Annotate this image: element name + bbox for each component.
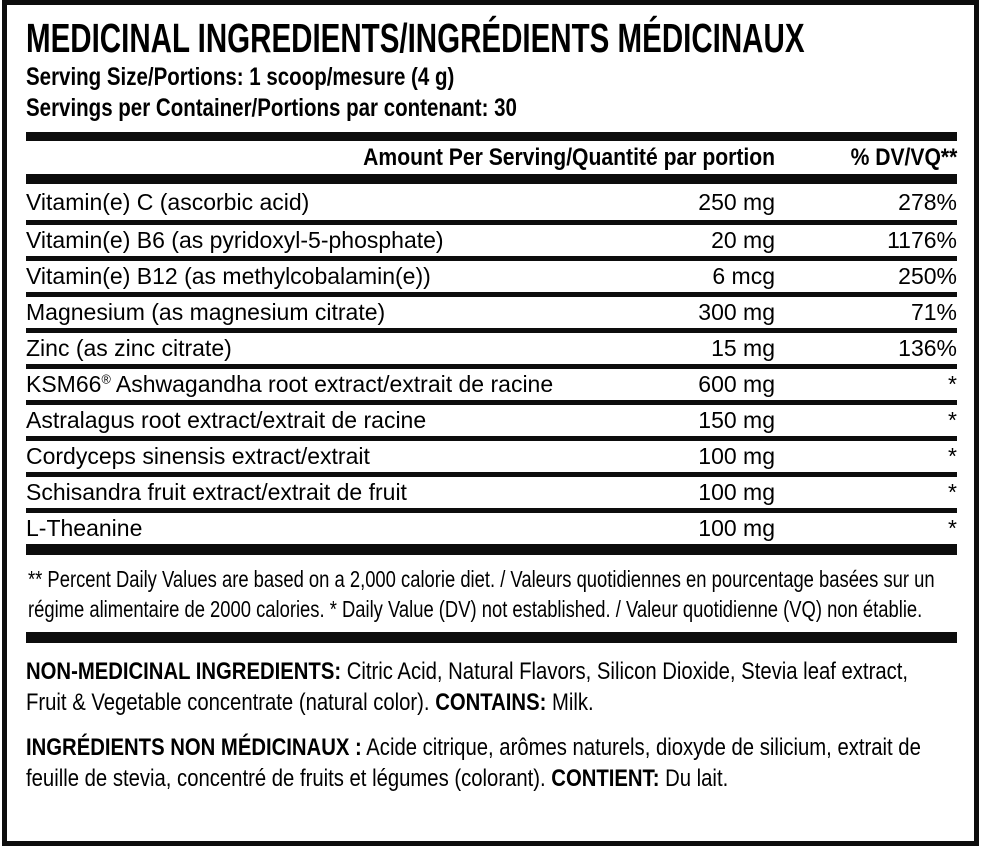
dv-cell: * bbox=[948, 443, 957, 469]
ingredients-table-body: Vitamin(e) C (ascorbic acid) 250 mg 278% Vi… bbox=[26, 184, 957, 544]
table-row: L-Theanine 100 mg * bbox=[26, 508, 957, 544]
ingredient-name-cell: L-Theanine bbox=[26, 515, 143, 541]
registered-trademark-symbol: ® bbox=[101, 372, 111, 387]
amount-cell: 150 mg bbox=[698, 407, 775, 433]
table-row: Astralagus root extract/extrait de racin… bbox=[26, 400, 957, 436]
non-medicinal-line-1: NON-MEDICINAL INGREDIENTS: Citric Acid, … bbox=[26, 656, 957, 687]
footnote-rule bbox=[26, 632, 957, 643]
dv-column-header: % DV/VQ** bbox=[850, 143, 957, 171]
amount-cell: 300 mg bbox=[698, 299, 775, 325]
table-row: Magnesium (as magnesium citrate) 300 mg 71… bbox=[26, 292, 957, 328]
table-header-row: Amount Per Serving/Quantité par portion … bbox=[26, 141, 957, 174]
footnote: ** Percent Daily Values are based on a 2… bbox=[26, 555, 957, 632]
table-row: Zinc (as zinc citrate) 15 mg 136% bbox=[26, 328, 957, 364]
ingredient-name-cell: Vitamin(e) B6 (as pyridoxyl-5-phosphate) bbox=[26, 227, 444, 253]
amount-cell: 20 mg bbox=[711, 227, 775, 253]
table-end-rule bbox=[26, 544, 957, 555]
footnote-line-1: ** Percent Daily Values are based on a 2… bbox=[28, 566, 935, 592]
dv-cell: * bbox=[948, 407, 957, 433]
header-rule bbox=[26, 174, 957, 184]
ingredient-name-cell: KSM66® Ashwagandha root extract/extrait … bbox=[26, 371, 554, 397]
amount-cell: 6 mcg bbox=[712, 263, 775, 289]
amount-cell: 250 mg bbox=[698, 188, 775, 215]
footnote-line-2: régime alimentaire de 2000 calories. * D… bbox=[28, 596, 923, 622]
contains-label: CONTAINS: bbox=[435, 689, 547, 716]
non-medicinal-text-2: Fruit & Vegetable concentrate (natural c… bbox=[26, 689, 436, 716]
dv-cell: 71% bbox=[910, 299, 957, 325]
non-medicinal-label: NON-MEDICINAL INGREDIENTS: bbox=[26, 658, 342, 685]
amount-cell: 100 mg bbox=[698, 515, 775, 541]
table-row: Vitamin(e) B12 (as methylcobalamin(e)) 6 … bbox=[26, 256, 957, 292]
dv-cell: * bbox=[948, 479, 957, 505]
non-medicinal-fr-text-1: Acide citrique, arômes naturels, dioxyde… bbox=[361, 734, 921, 761]
non-medicinal-fr-line-1: INGRÉDIENTS NON MÉDICINAUX : Acide citri… bbox=[26, 732, 957, 763]
amount-cell: 15 mg bbox=[711, 335, 775, 361]
ingredient-name-cell: Vitamin(e) B12 (as methylcobalamin(e)) bbox=[26, 263, 431, 289]
table-row: Vitamin(e) B6 (as pyridoxyl-5-phosphate)… bbox=[26, 220, 957, 256]
dv-cell: 250% bbox=[898, 263, 957, 289]
dv-cell: * bbox=[948, 371, 957, 397]
non-medicinal-line-2: Fruit & Vegetable concentrate (natural c… bbox=[26, 687, 957, 718]
servings-per-container-line: Servings per Container/Portions par cont… bbox=[26, 94, 517, 122]
dv-cell: 136% bbox=[898, 335, 957, 361]
ingredient-name-cell: Cordyceps sinensis extract/extrait bbox=[26, 443, 370, 469]
amount-cell: 100 mg bbox=[698, 443, 775, 469]
non-medicinal-fr-text-2: feuille de stevia, concentré de fruits e… bbox=[26, 765, 552, 792]
contient-label: CONTIENT: bbox=[551, 765, 660, 792]
table-row: Vitamin(e) C (ascorbic acid) 250 mg 278% bbox=[26, 184, 957, 220]
contient-value: Du lait. bbox=[659, 765, 729, 792]
ingredient-name-cell: Zinc (as zinc citrate) bbox=[26, 335, 232, 361]
non-medicinal-fr-line-2: feuille de stevia, concentré de fruits e… bbox=[26, 763, 957, 794]
serving-size-line: Serving Size/Portions: 1 scoop/mesure (4… bbox=[26, 63, 455, 91]
table-row: Schisandra fruit extract/extrait de frui… bbox=[26, 472, 957, 508]
amount-cell: 600 mg bbox=[698, 371, 775, 397]
ingredient-name-cell: Vitamin(e) C (ascorbic acid) bbox=[26, 188, 310, 215]
amount-column-header: Amount Per Serving/Quantité par portion bbox=[363, 143, 775, 171]
top-rule bbox=[26, 132, 957, 141]
non-medicinal-paragraph: NON-MEDICINAL INGREDIENTS: Citric Acid, … bbox=[26, 656, 957, 718]
dv-cell: * bbox=[948, 515, 957, 541]
dv-cell: 1176% bbox=[887, 227, 957, 253]
non-medicinal-text-1: Citric Acid, Natural Flavors, Silicon Di… bbox=[341, 658, 909, 685]
dv-cell: 278% bbox=[898, 188, 957, 215]
ingredient-name-cell: Schisandra fruit extract/extrait de frui… bbox=[26, 479, 407, 505]
non-medicinal-fr-label: INGRÉDIENTS NON MÉDICINAUX : bbox=[26, 734, 362, 761]
ingredient-name-cell: Astralagus root extract/extrait de racin… bbox=[26, 407, 427, 433]
contains-value: Milk. bbox=[546, 689, 594, 716]
page-title: MEDICINAL INGREDIENTS/INGRÉDIENTS MÉDICI… bbox=[26, 15, 805, 61]
table-row: Cordyceps sinensis extract/extrait 100 mg… bbox=[26, 436, 957, 472]
amount-cell: 100 mg bbox=[698, 479, 775, 505]
ingredient-name-cell: Magnesium (as magnesium citrate) bbox=[26, 299, 386, 325]
non-medicinal-fr-paragraph: INGRÉDIENTS NON MÉDICINAUX : Acide citri… bbox=[26, 732, 957, 794]
table-row: KSM66® Ashwagandha root extract/extrait … bbox=[26, 364, 957, 400]
